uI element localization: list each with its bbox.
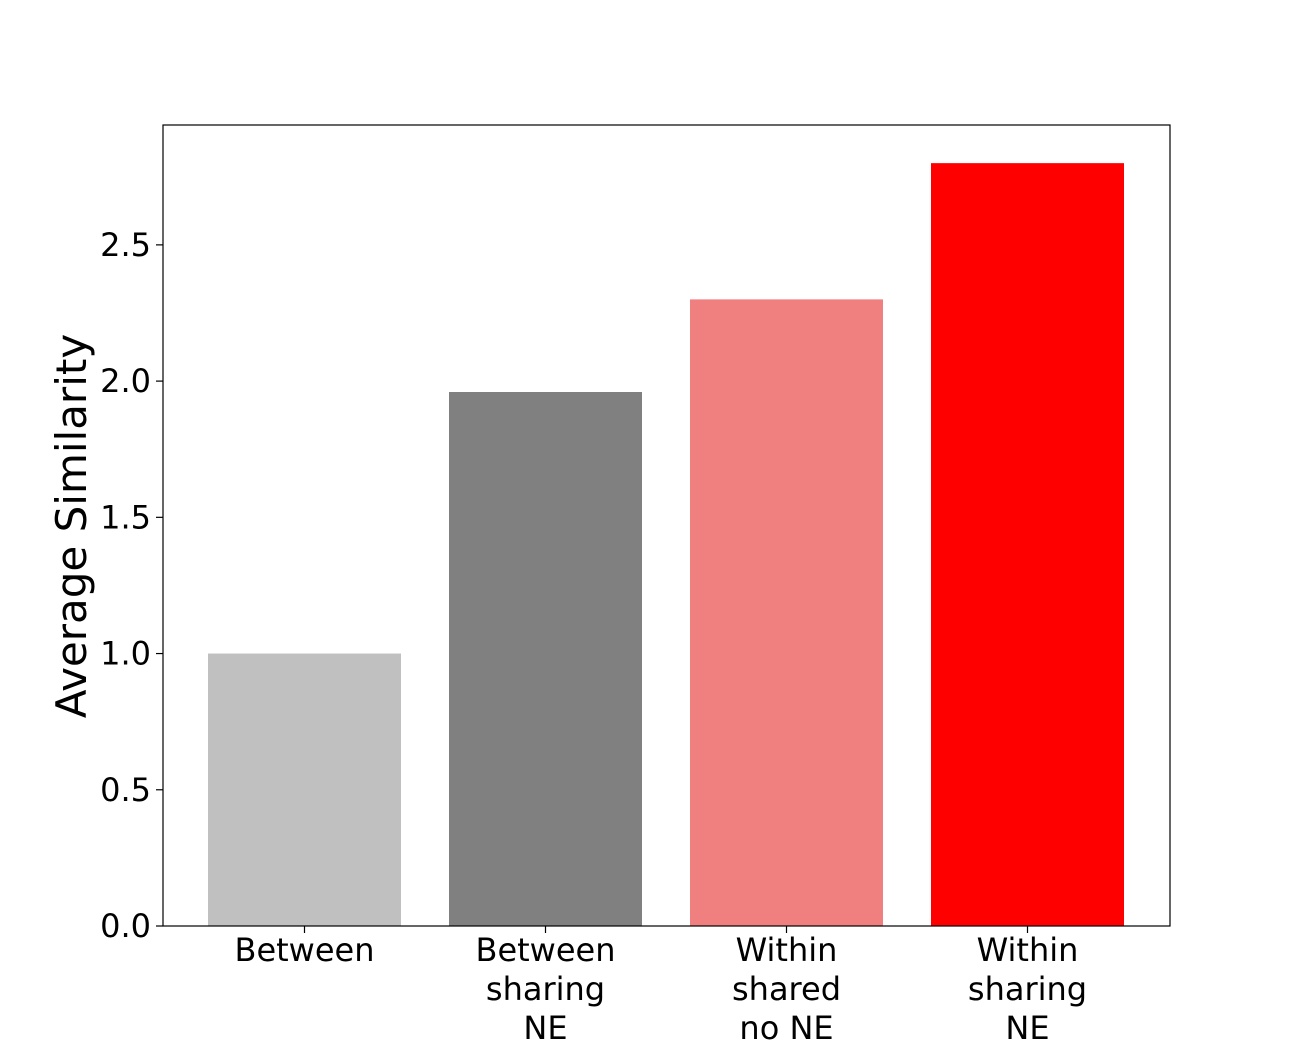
bars-group — [208, 163, 1124, 927]
x-tick-label-4-line-1: Within — [977, 931, 1079, 969]
x-tick-label-4-line-2: sharing — [968, 970, 1087, 1008]
bar-2 — [449, 392, 642, 926]
bar-1 — [208, 653, 401, 926]
bar-4 — [931, 163, 1124, 927]
x-tick-label-2-line-2: sharing — [486, 970, 605, 1008]
y-axis: 0.0 0.5 1.0 1.5 2.0 2.5 — [100, 226, 163, 945]
y-tick-label-4: 1.5 — [100, 498, 151, 536]
y-tick-label-2: 0.5 — [100, 771, 151, 809]
bar-3 — [690, 299, 883, 927]
plot-frame — [162, 124, 1171, 927]
y-tick-label-5: 2.0 — [100, 362, 151, 400]
y-axis-title: Average Similarity — [47, 334, 96, 718]
x-tick-label-3-line-1: Within — [736, 931, 838, 969]
x-tick-label-2-line-3: NE — [523, 1009, 567, 1040]
x-tick-label-1-line-1: Between — [234, 931, 374, 969]
x-tick-label-2-line-1: Between — [475, 931, 615, 969]
x-tick-label-3-line-2: shared — [732, 970, 841, 1008]
y-tick-label-1: 0.0 — [100, 907, 151, 945]
x-tick-label-4-line-3: NE — [1005, 1009, 1049, 1040]
y-tick-label-6: 2.5 — [100, 226, 151, 264]
y-tick-label-3: 1.0 — [100, 635, 151, 673]
x-tick-label-3-line-3: no NE — [739, 1009, 833, 1040]
